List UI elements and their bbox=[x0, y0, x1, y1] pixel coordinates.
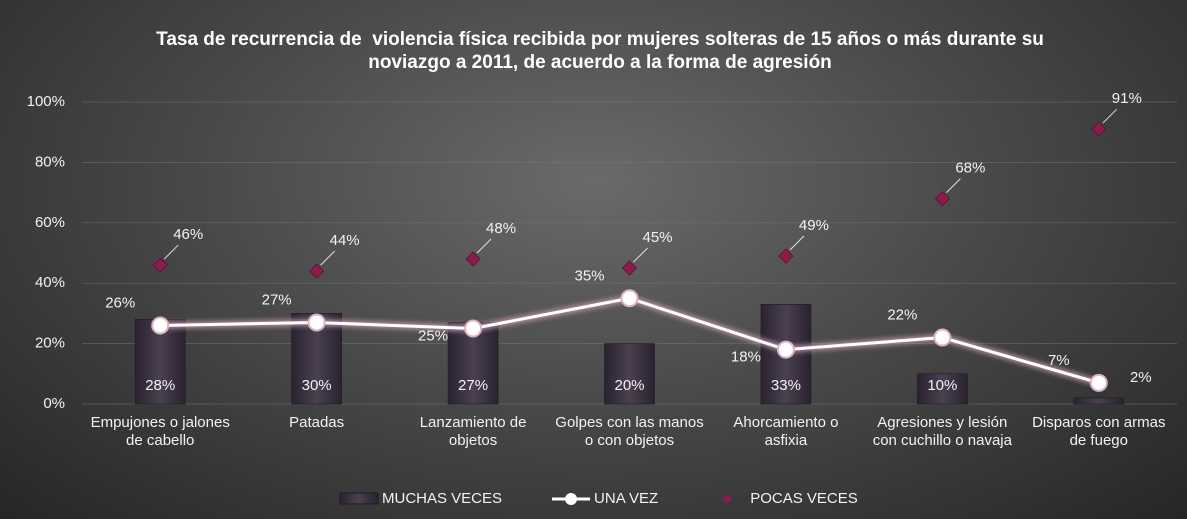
leader-line bbox=[946, 178, 961, 193]
line-point bbox=[307, 313, 326, 332]
x-tick-label: Empujones o jalones de cabello bbox=[90, 414, 230, 449]
line-point bbox=[464, 319, 483, 338]
x-tick-label: Agresiones y lesión con cuchillo o navaj… bbox=[872, 414, 1012, 449]
marker-value-label: 44% bbox=[330, 232, 360, 249]
bar-value-label: 33% bbox=[771, 377, 801, 394]
leader-line bbox=[1102, 108, 1118, 124]
bar-value-label: 28% bbox=[145, 377, 175, 394]
legend-swatch bbox=[339, 492, 379, 505]
marker bbox=[1091, 121, 1107, 137]
x-tick-label: Lanzamiento de objetos bbox=[419, 414, 527, 449]
chart-title: Tasa de recurrencia de violencia física … bbox=[156, 29, 1050, 73]
leader-line bbox=[476, 238, 492, 254]
y-tick-label: 60% bbox=[35, 214, 65, 231]
x-tick-label: Ahorcamiento o asfixia bbox=[733, 414, 839, 449]
bar-value-label: 30% bbox=[302, 377, 332, 394]
line-point bbox=[151, 316, 170, 335]
legend-label: MUCHAS VECES bbox=[382, 490, 502, 507]
bar-value-label: 10% bbox=[927, 377, 957, 394]
line-value-label: 22% bbox=[887, 307, 917, 324]
marker-value-label: 45% bbox=[642, 229, 672, 246]
marker bbox=[309, 263, 325, 279]
y-tick-label: 40% bbox=[35, 274, 65, 291]
marker bbox=[934, 191, 950, 207]
marker bbox=[778, 248, 794, 264]
y-tick-label: 100% bbox=[27, 93, 65, 110]
legend-swatch bbox=[565, 493, 578, 505]
bar-value-label: 2% bbox=[1130, 369, 1152, 386]
line-point bbox=[933, 328, 952, 347]
bar bbox=[604, 343, 655, 405]
marker-value-label: 68% bbox=[955, 160, 985, 177]
line-value-label: 7% bbox=[1048, 352, 1070, 369]
x-tick-label: Disparos con armas de fuego bbox=[1032, 414, 1166, 449]
marker-value-label: 46% bbox=[173, 226, 203, 243]
line-value-label: 18% bbox=[731, 349, 761, 366]
leader-line bbox=[789, 235, 805, 251]
y-tick-label: 20% bbox=[35, 335, 65, 352]
line-point bbox=[620, 289, 639, 308]
legend-label: POCAS VECES bbox=[750, 490, 858, 507]
leader-line bbox=[633, 247, 648, 263]
marker bbox=[621, 260, 638, 276]
legend-swatch bbox=[722, 494, 733, 504]
bar-value-label: 20% bbox=[614, 377, 644, 394]
leader-line bbox=[163, 244, 179, 260]
leader-line bbox=[320, 250, 335, 266]
line-value-label: 27% bbox=[262, 291, 292, 308]
marker bbox=[152, 257, 168, 273]
bar bbox=[917, 373, 968, 405]
bar-value-label: 27% bbox=[458, 377, 488, 394]
y-tick-label: 0% bbox=[43, 395, 65, 412]
legend-label: UNA VEZ bbox=[594, 490, 658, 507]
y-tick-label: 80% bbox=[35, 153, 65, 170]
bar bbox=[1073, 397, 1125, 405]
x-tick-label: Golpes con las manos o con objetos bbox=[555, 414, 704, 449]
marker-value-label: 48% bbox=[486, 220, 516, 237]
x-tick-label: Patadas bbox=[289, 414, 345, 431]
line-point bbox=[1089, 373, 1108, 392]
line-value-label: 25% bbox=[418, 327, 448, 344]
marker-value-label: 91% bbox=[1112, 90, 1142, 107]
marker-value-label: 49% bbox=[799, 217, 829, 234]
line-value-label: 26% bbox=[105, 294, 135, 311]
line-point bbox=[776, 340, 795, 359]
line-value-label: 35% bbox=[574, 267, 604, 284]
marker bbox=[465, 251, 481, 267]
